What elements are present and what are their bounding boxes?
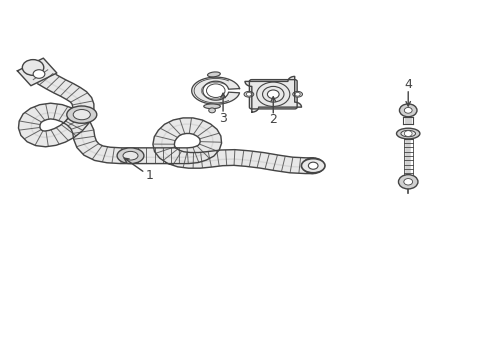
Ellipse shape xyxy=(207,72,220,77)
Circle shape xyxy=(33,70,45,78)
Ellipse shape xyxy=(117,148,144,163)
Text: 3: 3 xyxy=(219,112,227,125)
Circle shape xyxy=(246,93,251,96)
Circle shape xyxy=(23,60,44,75)
Text: 4: 4 xyxy=(404,78,412,91)
Circle shape xyxy=(404,179,413,185)
Circle shape xyxy=(257,82,290,107)
Text: 2: 2 xyxy=(270,113,277,126)
Circle shape xyxy=(295,93,300,96)
Ellipse shape xyxy=(396,128,420,139)
Circle shape xyxy=(404,131,412,136)
Ellipse shape xyxy=(244,91,254,97)
Polygon shape xyxy=(19,63,313,174)
Circle shape xyxy=(302,158,324,174)
Polygon shape xyxy=(245,76,301,112)
Ellipse shape xyxy=(293,91,302,97)
Polygon shape xyxy=(192,77,240,104)
Ellipse shape xyxy=(301,159,325,173)
Circle shape xyxy=(206,84,225,98)
Circle shape xyxy=(268,90,279,99)
Ellipse shape xyxy=(73,109,90,120)
Ellipse shape xyxy=(67,106,97,123)
Text: 1: 1 xyxy=(146,169,154,182)
Polygon shape xyxy=(17,58,57,86)
Ellipse shape xyxy=(204,104,221,109)
Circle shape xyxy=(209,108,216,113)
Circle shape xyxy=(398,175,418,189)
Circle shape xyxy=(404,108,412,113)
Circle shape xyxy=(263,86,284,102)
Ellipse shape xyxy=(123,152,138,160)
Circle shape xyxy=(399,104,417,117)
FancyBboxPatch shape xyxy=(249,80,297,109)
Ellipse shape xyxy=(401,130,416,137)
Circle shape xyxy=(308,162,318,169)
